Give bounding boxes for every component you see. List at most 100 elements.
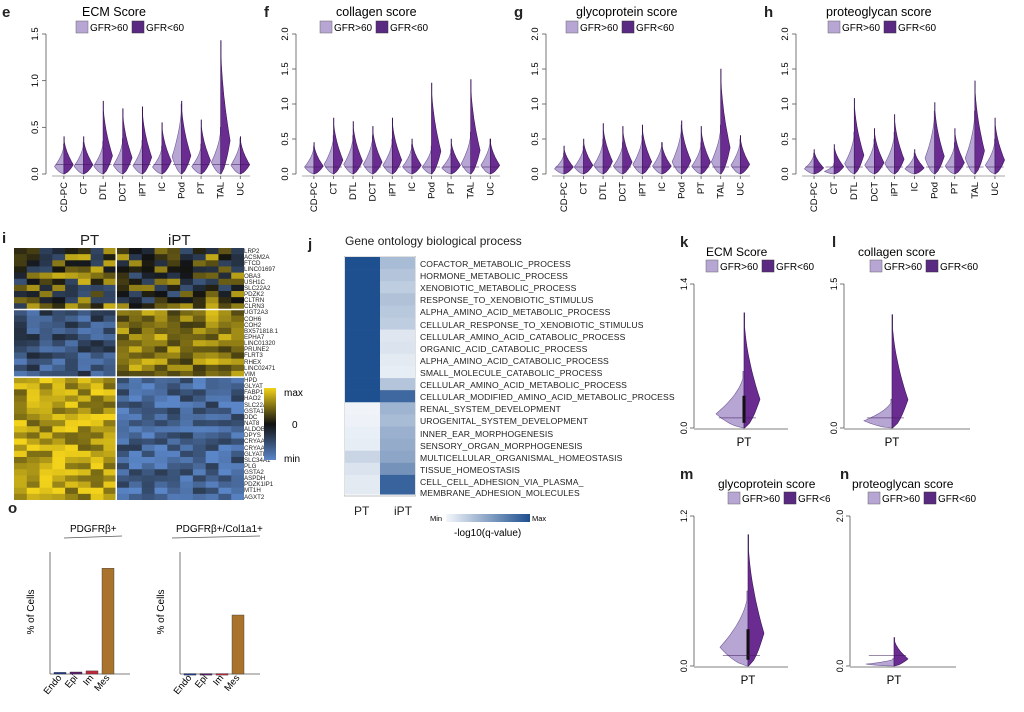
heatmap-cell — [14, 334, 28, 341]
heatmap-cell — [116, 487, 130, 495]
heatmap-cell — [167, 321, 181, 329]
go-cell-ipt — [380, 450, 415, 464]
heatmap-cell — [167, 401, 181, 409]
violin-half-gfr-low — [563, 145, 574, 175]
heatmap-cell — [65, 266, 79, 273]
heatmap-cell — [205, 413, 219, 421]
heatmap-cell — [231, 413, 244, 421]
heatmap-cell — [90, 413, 104, 421]
heatmap-cell — [205, 321, 219, 329]
violin-half-gfr-high — [691, 142, 702, 175]
heatmap-cell — [180, 395, 194, 403]
heatmap-cell — [141, 370, 155, 378]
heatmap-cell — [90, 346, 104, 353]
x-tick-label: DTL — [598, 182, 609, 200]
gene-label: VIM — [244, 370, 256, 378]
heatmap-cell — [14, 450, 28, 458]
gene-label: CLRN3 — [244, 303, 265, 311]
legend-label-gfr-low: GFR<60 — [636, 23, 675, 34]
heatmap-cell — [52, 248, 66, 255]
heatmap-cell — [192, 487, 207, 495]
heatmap-cell — [180, 426, 194, 433]
heatmap-cell — [52, 426, 66, 433]
heatmap-col-label-pt: PT — [80, 232, 100, 249]
x-tick-label: Mes — [92, 673, 112, 694]
heatmap-cell — [231, 334, 244, 341]
heatmap-color-legend: max 0 min — [264, 388, 303, 465]
x-tick-label: IC — [657, 182, 668, 192]
go-term-label: RESPONSE_TO_XENOBIOTIC_STIMULUS — [420, 295, 594, 306]
heatmap-cell — [116, 364, 130, 372]
heatmap-cell — [231, 389, 244, 396]
heatmap-cell — [180, 444, 194, 452]
y-tick-label: 1.0 — [530, 97, 541, 110]
go-cell-pt — [345, 378, 380, 391]
heatmap-cell — [141, 291, 155, 298]
violin-half-gfr-low — [914, 149, 925, 175]
heatmap-cell — [218, 450, 232, 458]
heatmap-cell — [129, 456, 143, 464]
heatmap-cell — [167, 450, 181, 458]
go-cell-pt — [345, 426, 380, 439]
heatmap-cell — [192, 248, 207, 255]
heatmap-cell — [116, 334, 130, 341]
heatmap-cell — [65, 383, 79, 390]
violin-half-gfr-high — [984, 138, 996, 175]
heatmap-cell — [141, 260, 155, 267]
heatmap-cell — [65, 450, 79, 458]
heatmap-cell — [103, 450, 117, 458]
heatmap-cell — [14, 481, 28, 489]
heatmap-cell — [14, 420, 28, 427]
heatmap-cell — [129, 401, 143, 409]
x-tick-label: UC — [990, 182, 1001, 196]
heatmap-cell — [52, 389, 66, 396]
go-cell-pt — [345, 317, 380, 330]
heatmap-cell — [65, 481, 79, 489]
heatmap-cell — [167, 278, 181, 286]
x-tick-label: Mes — [222, 673, 242, 694]
heatmap-cell — [205, 266, 219, 273]
go-term-label: INNER_EAR_MORPHOGENESIS — [420, 428, 554, 439]
heatmap-cell — [77, 309, 92, 317]
heatmap-cell — [116, 481, 130, 489]
heatmap-cell — [205, 334, 219, 341]
panel-letter: j — [308, 236, 313, 253]
heatmap-cell — [14, 444, 28, 452]
heatmap-cell — [90, 266, 104, 273]
heatmap-cell — [14, 272, 28, 280]
heatmap-cell — [90, 487, 104, 495]
go-term-label: CELLULAR_RESPONSE_TO_XENOBIOTIC_STIMULUS — [420, 319, 644, 330]
heatmap-cell — [141, 248, 155, 255]
legend-swatch-gfr-low — [923, 491, 937, 505]
violin-half-gfr-high — [612, 142, 623, 175]
heatmap-cell — [90, 444, 104, 452]
violin-half-gfr-low — [853, 98, 865, 175]
heatmap-cell — [218, 389, 232, 396]
heatmap-cell — [77, 426, 92, 433]
heatmap-cell — [180, 346, 194, 353]
go-cell-pt — [345, 329, 380, 343]
legend-label-gfr-high: GFR>60 — [842, 23, 881, 34]
heatmap-cell — [116, 327, 130, 335]
heatmap-cell — [180, 340, 194, 347]
heatmap-cell — [65, 272, 79, 280]
heatmap-cell — [129, 260, 143, 267]
legend-label-gfr-high: GFR>60 — [742, 494, 781, 505]
heatmap-cell — [218, 340, 232, 347]
x-tick-label: DTL — [849, 182, 860, 200]
heatmap-cell — [192, 450, 207, 458]
heatmap-cell — [167, 284, 181, 292]
heatmap-cell — [141, 420, 155, 427]
gene-label-list: LRP2 ACSM2A FTCD LINC01697 OBA3 USH1C SLC22A2 P… — [244, 248, 304, 501]
heatmap-cell — [141, 346, 155, 353]
heatmap-cell — [90, 297, 104, 304]
heatmap-cell — [129, 272, 143, 280]
heatmap-cell — [218, 266, 232, 273]
heatmap-cell — [116, 315, 130, 323]
heatmap-cell — [103, 444, 117, 452]
heatmap-cell — [192, 327, 207, 335]
panel-letter: e — [2, 4, 11, 21]
heatmap-cell — [65, 260, 79, 267]
heatmap-cell — [39, 420, 53, 427]
heatmap-cell — [154, 334, 168, 341]
